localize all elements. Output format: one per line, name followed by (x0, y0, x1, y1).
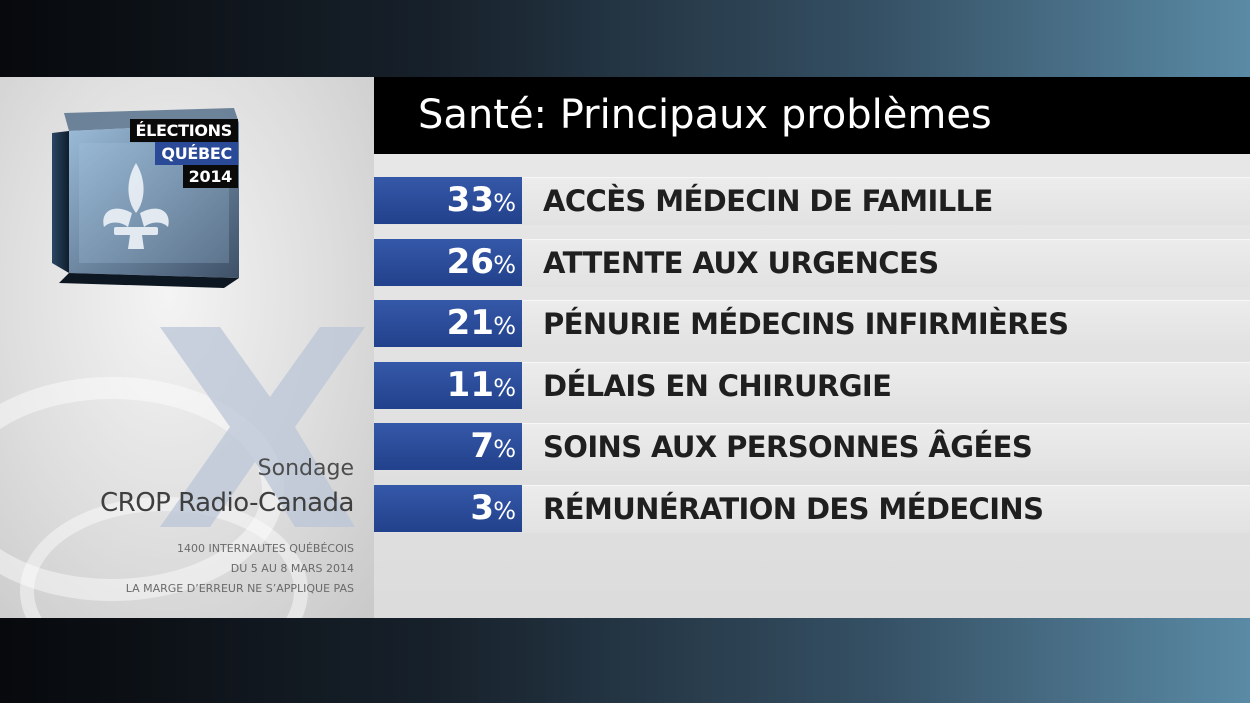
top-band (0, 0, 1250, 77)
category-label: SOINS AUX PERSONNES ÂGÉES (543, 430, 1033, 464)
graphic-stage: ÉLECTIONS QUÉBEC 2014 Sondage CROP Radio… (0, 77, 1250, 618)
chart-header: Santé: Principaux problèmes (374, 77, 1250, 154)
poll-label: Sondage (257, 456, 354, 481)
value-box: 26% (374, 239, 522, 286)
value-box: 33% (374, 177, 522, 224)
value-box: 3% (374, 485, 522, 532)
left-panel: ÉLECTIONS QUÉBEC 2014 Sondage CROP Radio… (0, 77, 374, 618)
percent-sign: % (493, 497, 516, 525)
category-label: RÉMUNÉRATION DES MÉDECINS (543, 492, 1044, 526)
category-label: DÉLAIS EN CHIRURGIE (543, 369, 892, 403)
poll-sample-note: 1400 INTERNAUTES QUÉBÉCOIS (177, 542, 354, 555)
category-label: PÉNURIE MÉDECINS INFIRMIÈRES (543, 307, 1069, 341)
pollster-name: CROP Radio-Canada (100, 488, 355, 518)
poll-notes: 1400 INTERNAUTES QUÉBÉCOIS DU 5 AU 8 MAR… (126, 539, 354, 599)
logo-line-year: 2014 (182, 165, 238, 188)
value-label: 33 (446, 180, 494, 220)
value-box: 11% (374, 362, 522, 409)
percent-sign: % (493, 435, 516, 463)
elections-quebec-logo: ÉLECTIONS QUÉBEC 2014 (44, 103, 244, 288)
value-label: 7 (470, 426, 494, 466)
percent-sign: % (493, 374, 516, 402)
value-label: 26 (446, 242, 494, 282)
logo-line-quebec: QUÉBEC (155, 142, 238, 165)
poll-margin-note: LA MARGE D’ERREUR NE S’APPLIQUE PAS (125, 582, 354, 595)
value-label: 21 (446, 303, 494, 343)
bar-row: 11% DÉLAIS EN CHIRURGIE (374, 362, 1250, 410)
percent-sign: % (493, 312, 516, 340)
bar-row: 26% ATTENTE AUX URGENCES (374, 239, 1250, 287)
bar-row: 3% RÉMUNÉRATION DES MÉDECINS (374, 485, 1250, 533)
bar-row: 7% SOINS AUX PERSONNES ÂGÉES (374, 423, 1250, 471)
percent-sign: % (493, 189, 516, 217)
bar-row: 21% PÉNURIE MÉDECINS INFIRMIÈRES (374, 300, 1250, 348)
poll-dates-note: DU 5 AU 8 MARS 2014 (230, 562, 354, 575)
value-label: 3 (470, 488, 494, 528)
category-label: ACCÈS MÉDECIN DE FAMILLE (543, 184, 993, 218)
logo-line-elections: ÉLECTIONS (129, 119, 238, 142)
value-label: 11 (446, 365, 494, 405)
chart-title: Santé: Principaux problèmes (418, 92, 992, 138)
ballot-x-icon (160, 327, 365, 527)
value-box: 7% (374, 423, 522, 470)
value-box: 21% (374, 300, 522, 347)
bottom-band (0, 618, 1250, 703)
category-label: ATTENTE AUX URGENCES (543, 246, 939, 280)
percent-sign: % (493, 251, 516, 279)
fleur-de-lis-icon (103, 163, 169, 249)
bar-row: 33% ACCÈS MÉDECIN DE FAMILLE (374, 177, 1250, 225)
